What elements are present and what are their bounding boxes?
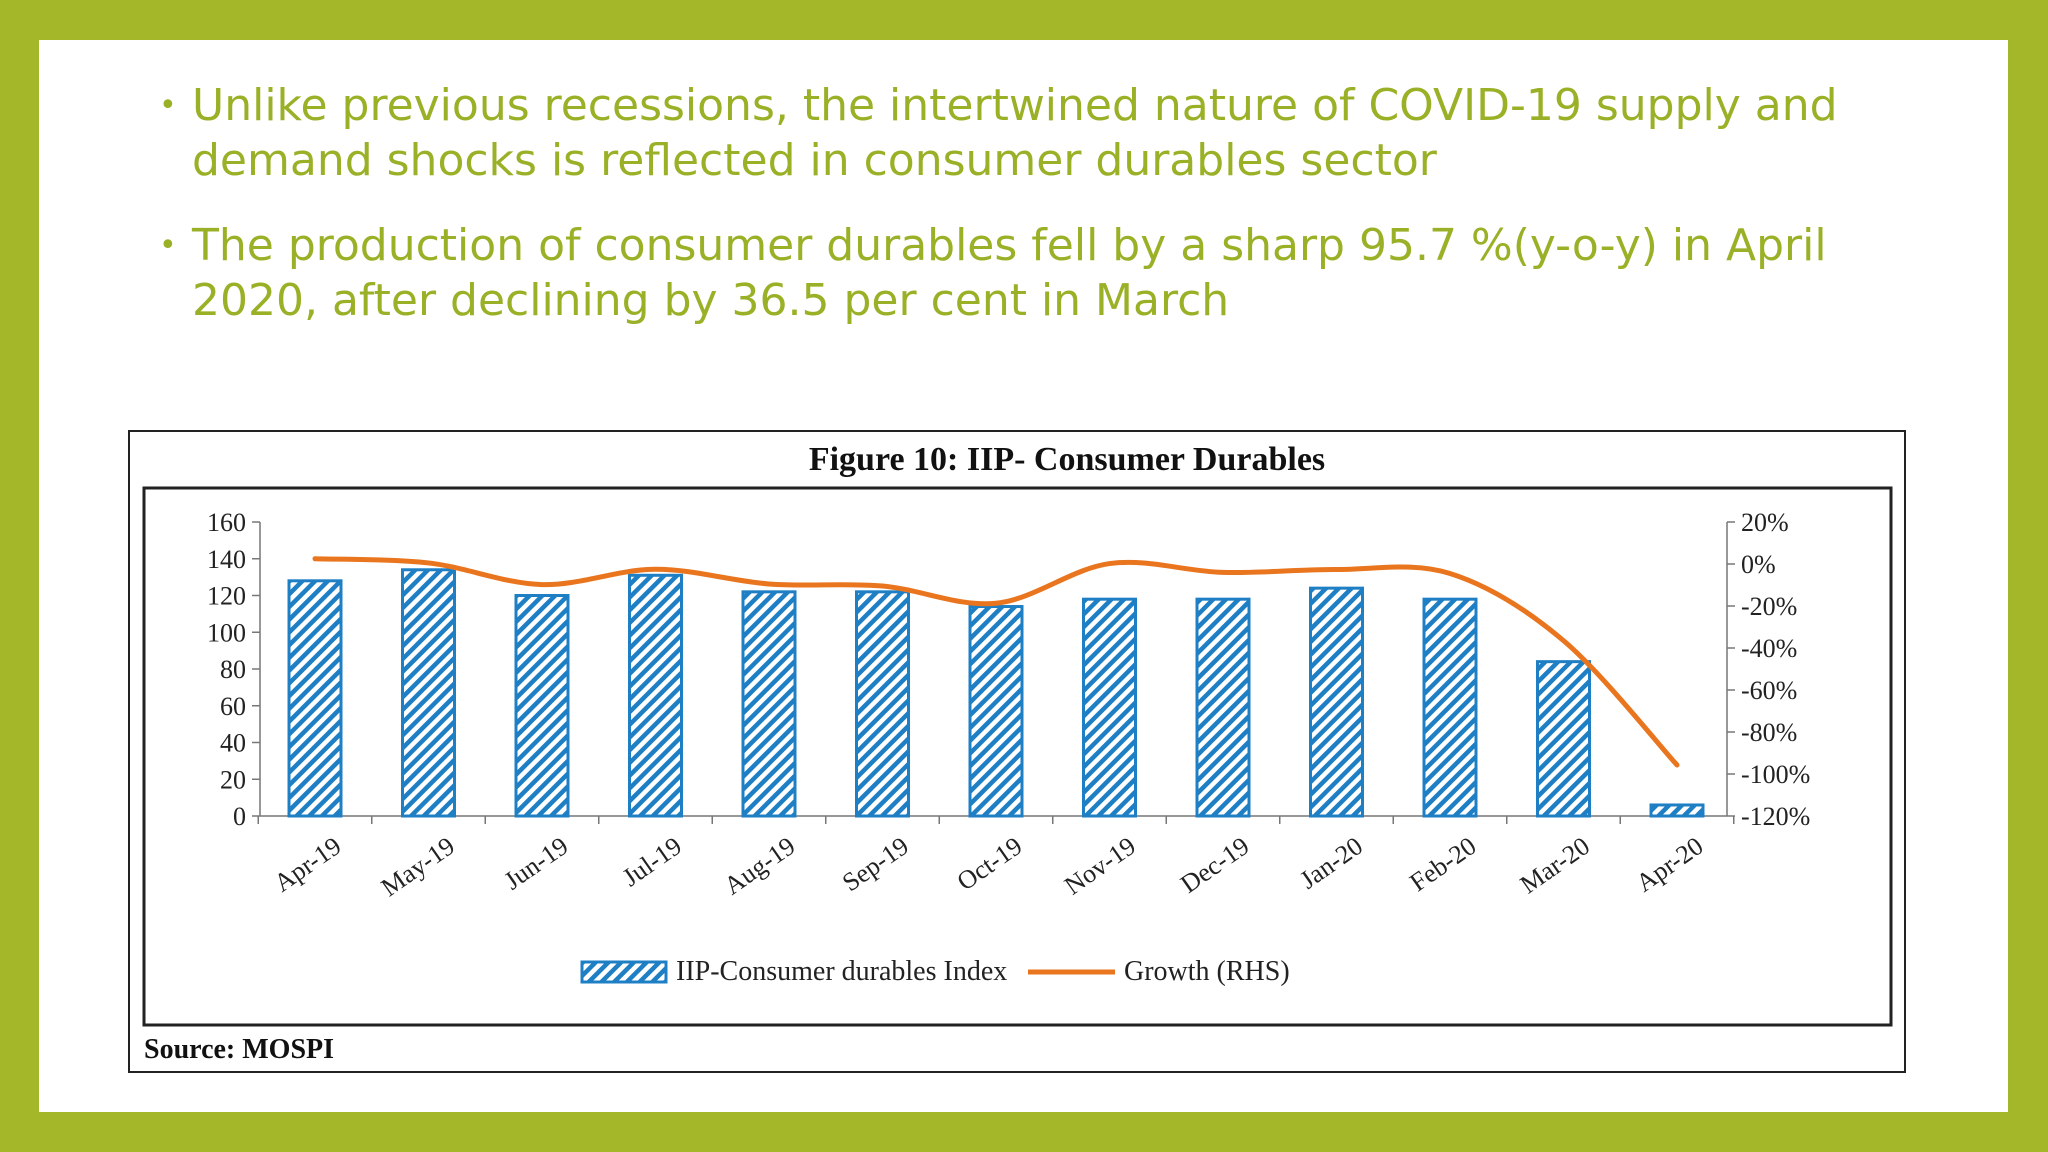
right-tick-label: 0%: [1741, 550, 1776, 579]
x-tick-label: Apr-19: [269, 831, 347, 898]
bar-jan-20: [1309, 586, 1364, 818]
bullet-item: • The production of consumer durables fe…: [159, 218, 1939, 328]
x-tick-label: Oct-19: [952, 831, 1028, 896]
slide: • Unlike previous recessions, the intert…: [39, 40, 2008, 1112]
right-tick-label: -80%: [1741, 718, 1797, 747]
bar-nov-19: [1082, 597, 1137, 818]
bullet-dot-icon: •: [159, 88, 177, 123]
bullet-list: • Unlike previous recessions, the intert…: [159, 78, 1939, 358]
x-tick-label: Jul-19: [617, 831, 687, 892]
bar-jun-19: [514, 594, 570, 818]
growth-line: [312, 556, 1680, 768]
bar-mar-20: [1536, 660, 1591, 818]
left-tick-label: 0: [233, 802, 246, 831]
right-tick-label: -60%: [1741, 676, 1797, 705]
plot-frame: [142, 486, 1893, 1027]
x-tick-label: Nov-19: [1059, 831, 1141, 900]
bar-oct-19: [968, 605, 1024, 818]
legend-line-label: Growth (RHS): [1124, 956, 1290, 987]
x-tick-label: Aug-19: [719, 831, 801, 900]
bar-apr-20: [1649, 803, 1705, 818]
legend-bar-label: IIP-Consumer durables Index: [676, 956, 1007, 987]
x-tick-label: Jun-19: [499, 831, 574, 895]
right-tick-label: 20%: [1741, 508, 1789, 537]
x-tick-label: May-19: [376, 831, 460, 902]
bar-sep-19: [855, 590, 910, 818]
bar-may-19: [401, 568, 456, 818]
right-tick-label: -40%: [1741, 634, 1797, 663]
left-tick-label: 120: [207, 582, 246, 611]
bullet-item: • Unlike previous recessions, the intert…: [159, 78, 1939, 188]
left-tick-label: 160: [207, 508, 246, 537]
bullet-text: Unlike previous recessions, the intertwi…: [192, 80, 1838, 186]
left-tick-label: 80: [220, 655, 246, 684]
figure-panel: Figure 10: IIP- Consumer Durables 0 20 40 6…: [128, 430, 1906, 1073]
legend-bar-swatch: [580, 960, 668, 984]
x-tick-label: Jan-20: [1295, 831, 1368, 895]
right-tick-label: -100%: [1741, 760, 1810, 789]
bullet-text: The production of consumer durables fell…: [192, 220, 1827, 326]
bar-apr-19: [287, 579, 343, 818]
left-tick-label: 100: [207, 618, 246, 647]
bar-dec-19: [1195, 597, 1251, 818]
bar-feb-20: [1422, 597, 1478, 818]
x-tick-label: Feb-20: [1404, 831, 1481, 897]
bar-jul-19: [628, 573, 683, 818]
right-tick-label: -120%: [1741, 802, 1810, 831]
chart-title: Figure 10: IIP- Consumer Durables: [809, 441, 1325, 478]
bullet-dot-icon: •: [159, 228, 177, 263]
x-tick-label: Sep-19: [837, 831, 914, 897]
x-tick-label: Dec-19: [1175, 831, 1254, 899]
right-tick-label: -20%: [1741, 592, 1797, 621]
x-tick-label: Mar-20: [1515, 831, 1595, 899]
chart: Figure 10: IIP- Consumer Durables 0 20 40 6…: [142, 441, 1893, 1065]
left-tick-label: 60: [220, 692, 246, 721]
x-tick-label: Apr-20: [1631, 831, 1709, 898]
bar-aug-19: [741, 590, 797, 818]
left-tick-label: 20: [220, 765, 246, 794]
left-tick-label: 140: [207, 545, 246, 574]
chart-source: Source: MOSPI: [144, 1034, 334, 1065]
left-tick-label: 40: [220, 729, 246, 758]
